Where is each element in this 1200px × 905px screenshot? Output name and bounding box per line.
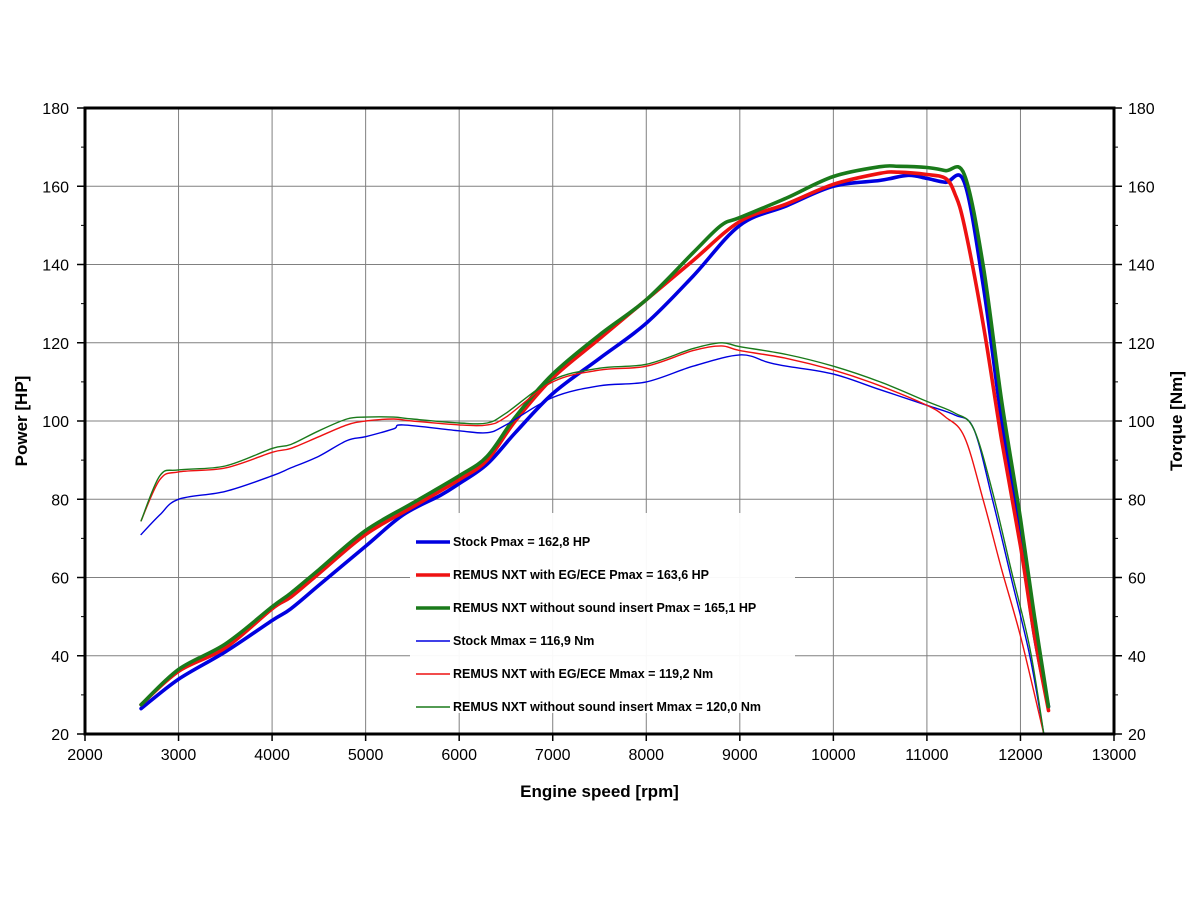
y-tick-label-right: 100: [1128, 414, 1155, 431]
series-line-2: [139, 170, 1051, 713]
y-tick-label-left: 160: [42, 179, 69, 196]
x-tick-label: 12000: [998, 747, 1043, 764]
series-layer: [139, 164, 1051, 735]
y-tick-label-right: 140: [1128, 258, 1155, 275]
legend-label-2: REMUS NXT with EG/ECE Pmax = 163,6 HP: [453, 568, 709, 582]
y-tick-label-right: 160: [1128, 179, 1155, 196]
x-tick-label: 7000: [535, 747, 571, 764]
legend-label-1: Stock Pmax = 162,8 HP: [453, 535, 590, 549]
y-tick-label-left: 120: [42, 336, 69, 353]
x-tick-label: 9000: [722, 747, 758, 764]
y-axis-title-left: Power [HP]: [12, 376, 31, 467]
x-tick-label: 6000: [441, 747, 477, 764]
y-tick-label-left: 60: [51, 571, 69, 588]
legend-label-6: REMUS NXT without sound insert Mmax = 12…: [453, 700, 761, 714]
legend-label-5: REMUS NXT with EG/ECE Mmax = 119,2 Nm: [453, 667, 713, 681]
legend-background: [410, 513, 795, 713]
x-tick-label: 3000: [161, 747, 197, 764]
series-line-5: [140, 345, 1045, 735]
x-tick-label: 11000: [905, 747, 948, 764]
ticks-layer: 2000 3000 4000 5000 6000 7000 8000 9000 10000 110…: [42, 101, 1155, 764]
x-axis-title: Engine speed [rpm]: [520, 782, 679, 801]
x-tick-label: 13000: [1092, 747, 1137, 764]
x-tick-label: 4000: [254, 747, 290, 764]
y-tick-label-left: 100: [42, 414, 69, 431]
y-tick-label-left: 140: [42, 258, 69, 275]
legend-label-4: Stock Mmax = 116,9 Nm: [453, 634, 594, 648]
series-line-1: [139, 173, 1051, 711]
y-tick-label-left: 40: [51, 649, 69, 666]
legend: Stock Pmax = 162,8 HP REMUS NXT with EG/E…: [410, 513, 795, 714]
y-tick-label-right: 60: [1128, 571, 1146, 588]
x-tick-label: 10000: [811, 747, 856, 764]
y-tick-label-right: 20: [1128, 727, 1146, 744]
y-tick-label-right: 180: [1128, 101, 1155, 118]
legend-label-3: REMUS NXT without sound insert Pmax = 16…: [453, 601, 756, 615]
y-tick-label-left: 80: [51, 492, 69, 509]
y-tick-label-right: 80: [1128, 492, 1146, 509]
series-line-3: [139, 164, 1051, 709]
y-tick-label-left: 180: [42, 101, 69, 118]
y-tick-label-right: 40: [1128, 649, 1146, 666]
x-tick-label: 8000: [628, 747, 664, 764]
y-tick-label-right: 120: [1128, 336, 1155, 353]
y-tick-label-left: 20: [51, 727, 69, 744]
y-axis-title-right: Torque [Nm]: [1167, 371, 1186, 471]
x-tick-label: 2000: [67, 747, 103, 764]
series-line-6: [140, 342, 1045, 735]
x-tick-label: 5000: [348, 747, 384, 764]
grid-layer: [85, 108, 1114, 734]
